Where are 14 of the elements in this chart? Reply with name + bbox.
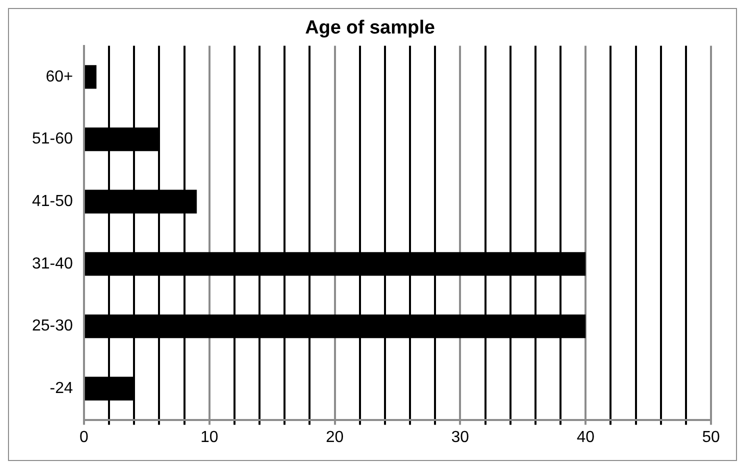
- y-tick-label: 31-40: [32, 255, 74, 272]
- y-tick-label: 41-50: [32, 193, 74, 210]
- bar: [84, 65, 96, 89]
- y-tick-label: 51-60: [32, 130, 74, 148]
- x-tick-label: 10: [200, 428, 218, 446]
- x-tick-label: 50: [702, 428, 720, 446]
- x-tick-label: 20: [326, 428, 344, 446]
- y-tick-label: 60+: [46, 68, 73, 86]
- x-tick-label: 40: [576, 428, 595, 446]
- x-tick-label: 0: [79, 428, 88, 446]
- x-tick-label: 30: [451, 428, 470, 446]
- y-tick-label: -24: [50, 380, 74, 398]
- y-tick-label: 25-30: [32, 318, 74, 335]
- chart-title: Age of sample: [305, 18, 435, 39]
